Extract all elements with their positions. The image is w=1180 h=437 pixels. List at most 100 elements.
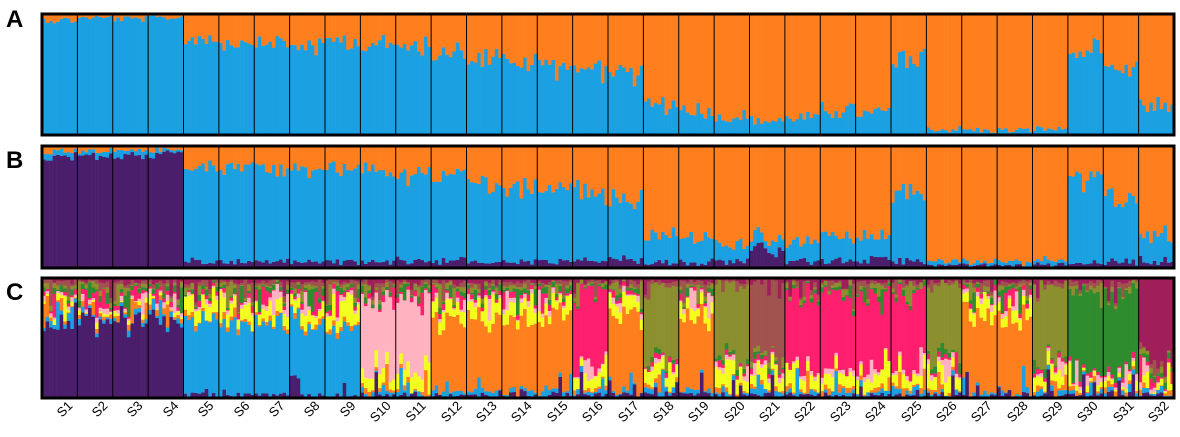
individual-bar <box>349 278 354 399</box>
cluster-segment <box>63 288 68 293</box>
cluster-segment <box>530 283 535 285</box>
cluster-segment <box>944 146 948 264</box>
cluster-segment <box>123 307 128 309</box>
cluster-segment <box>56 14 60 22</box>
cluster-segment <box>42 300 46 305</box>
cluster-segment <box>300 44 305 136</box>
cluster-segment <box>84 282 89 285</box>
cluster-segment <box>151 284 156 289</box>
cluster-segment <box>201 146 206 164</box>
individual-bar <box>922 146 927 269</box>
cluster-segment <box>887 146 892 235</box>
cluster-segment <box>965 260 970 265</box>
individual-bar <box>919 146 924 269</box>
individual-bar <box>257 278 262 399</box>
cluster-segment <box>473 307 478 320</box>
cluster-segment <box>788 369 793 384</box>
cluster-segment <box>49 20 53 136</box>
cluster-segment <box>183 315 188 394</box>
cluster-segment <box>848 280 853 286</box>
cluster-segment <box>668 362 672 363</box>
cluster-segment <box>346 146 351 171</box>
cluster-segment <box>501 289 506 293</box>
individual-bar <box>1163 146 1168 269</box>
cluster-segment <box>526 390 531 397</box>
cluster-segment <box>1021 128 1026 136</box>
cluster-segment <box>172 150 177 154</box>
cluster-segment <box>385 47 389 136</box>
individual-bar <box>508 14 513 136</box>
cluster-segment <box>349 283 354 288</box>
cluster-segment <box>279 312 283 394</box>
cluster-segment <box>314 282 319 287</box>
cluster-segment <box>650 366 655 371</box>
cluster-segment <box>650 370 655 388</box>
cluster-segment <box>979 146 984 263</box>
individual-bar <box>781 146 786 269</box>
cluster-segment <box>1036 126 1040 136</box>
cluster-segment <box>997 146 1001 261</box>
cluster-segment <box>165 290 170 295</box>
individual-bar <box>1078 146 1083 269</box>
cluster-segment <box>473 299 478 303</box>
cluster-segment <box>130 151 135 269</box>
cluster-segment <box>540 287 545 289</box>
cluster-segment <box>583 14 588 70</box>
individual-bar <box>49 14 53 136</box>
cluster-segment <box>215 282 220 288</box>
cluster-segment <box>576 179 580 260</box>
cluster-segment <box>427 288 432 293</box>
cluster-segment <box>1128 146 1132 193</box>
cluster-segment <box>169 152 174 269</box>
cluster-segment <box>661 96 665 136</box>
cluster-segment <box>271 393 276 399</box>
cluster-segment <box>102 17 106 136</box>
cluster-segment <box>427 284 432 289</box>
cluster-segment <box>788 388 793 393</box>
cluster-segment <box>650 389 655 395</box>
cluster-segment <box>395 146 400 179</box>
cluster-segment <box>80 16 85 136</box>
cluster-segment <box>547 394 552 399</box>
cluster-segment <box>653 378 658 384</box>
cluster-segment <box>799 113 803 136</box>
cluster-segment <box>721 146 726 247</box>
cluster-segment <box>770 345 775 348</box>
cluster-segment <box>547 323 552 391</box>
cluster-segment <box>696 303 701 308</box>
cluster-segment <box>240 278 244 283</box>
cluster-segment <box>102 288 106 290</box>
cluster-segment <box>392 14 397 45</box>
cluster-segment <box>211 280 216 283</box>
individual-bar <box>119 14 124 136</box>
cluster-segment <box>579 146 584 200</box>
individual-bar <box>586 278 591 399</box>
cluster-segment <box>130 298 135 299</box>
cluster-segment <box>307 323 312 395</box>
individual-bar <box>141 278 145 399</box>
individual-bar <box>325 14 329 136</box>
individual-bar <box>823 14 828 136</box>
cluster-segment <box>1071 176 1076 264</box>
cluster-segment <box>56 329 60 399</box>
cluster-segment <box>639 319 644 330</box>
individual-bar <box>699 146 704 269</box>
cluster-segment <box>604 146 609 206</box>
individual-bar <box>650 14 655 136</box>
individual-bar <box>547 14 552 136</box>
individual-bar <box>951 146 955 269</box>
individual-bar <box>756 146 761 269</box>
cluster-segment <box>183 296 188 310</box>
cluster-segment <box>979 264 984 269</box>
cluster-segment <box>827 146 832 236</box>
individual-bar <box>1170 146 1175 269</box>
individual-bar <box>1004 146 1009 269</box>
cluster-segment <box>742 288 747 370</box>
cluster-segment <box>544 146 549 191</box>
individual-bar <box>608 146 612 269</box>
individual-bar <box>420 14 425 136</box>
individual-bar <box>767 146 772 269</box>
cluster-segment <box>342 300 347 317</box>
cluster-segment <box>112 300 117 305</box>
individual-bar <box>332 146 336 269</box>
